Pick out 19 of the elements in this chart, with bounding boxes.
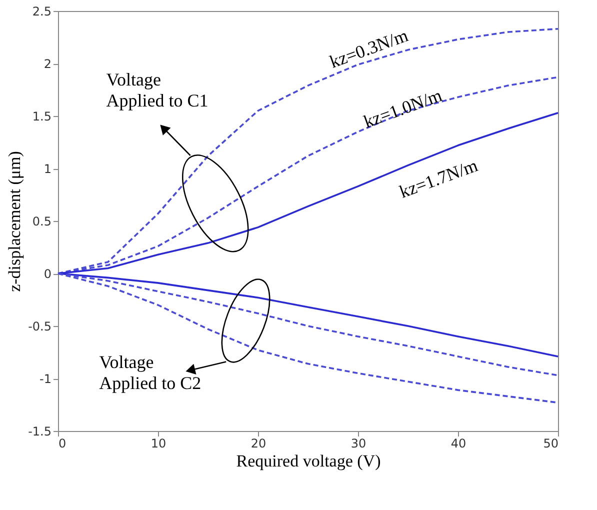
x-tick-label: 20: [250, 436, 266, 450]
x-tick-label: 50: [543, 436, 558, 450]
x-tick-label: 0: [58, 436, 66, 450]
y-tick-label: 1: [44, 162, 52, 176]
y-tick-label: 0: [44, 267, 52, 281]
y-tick-label: -1.5: [28, 424, 52, 438]
y-tick-label: -1: [40, 372, 52, 386]
y-axis-title: z-displacement (μm): [5, 151, 24, 292]
x-axis-title: Required voltage (V): [236, 452, 381, 470]
y-tick-label: 2.5: [32, 4, 52, 18]
y-tick-label: 1.5: [32, 110, 52, 124]
x-tick-label: 30: [350, 436, 366, 450]
annotation: Voltage Applied to C1: [106, 70, 208, 111]
y-tick-label: 0.5: [32, 214, 52, 228]
x-tick-label: 10: [150, 436, 166, 450]
y-tick-label: -0.5: [28, 320, 52, 334]
annotation: Voltage Applied to C2: [99, 352, 202, 393]
x-tick-label: 40: [450, 436, 466, 450]
y-tick-label: 2: [44, 57, 52, 71]
